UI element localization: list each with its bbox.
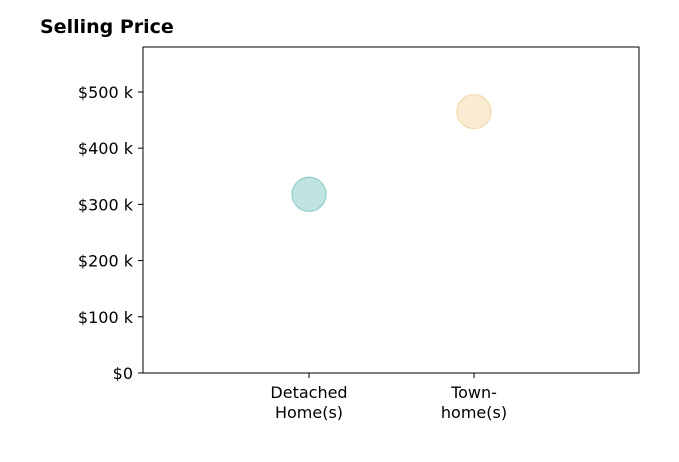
data-points bbox=[291, 94, 492, 212]
y-tick-label: $400 k bbox=[78, 139, 134, 158]
data-point bbox=[291, 176, 327, 212]
x-tick-label: Home(s) bbox=[275, 403, 343, 422]
x-tick-label: home(s) bbox=[441, 403, 507, 422]
data-point bbox=[456, 94, 492, 130]
x-tick-label: Town- bbox=[450, 383, 497, 402]
y-tick-label: $500 k bbox=[78, 83, 134, 102]
y-tick-label: $0 bbox=[113, 364, 133, 383]
chart-title: Selling Price bbox=[40, 16, 174, 38]
x-tick-label: Detached bbox=[270, 383, 347, 402]
y-axis: $0 $100 k $200 k $300 k $400 k $500 k bbox=[78, 83, 143, 383]
plot-area bbox=[142, 46, 640, 374]
y-tick-label: $300 k bbox=[78, 195, 134, 214]
y-tick-label: $200 k bbox=[78, 252, 134, 271]
y-tick-label: $100 k bbox=[78, 308, 134, 327]
